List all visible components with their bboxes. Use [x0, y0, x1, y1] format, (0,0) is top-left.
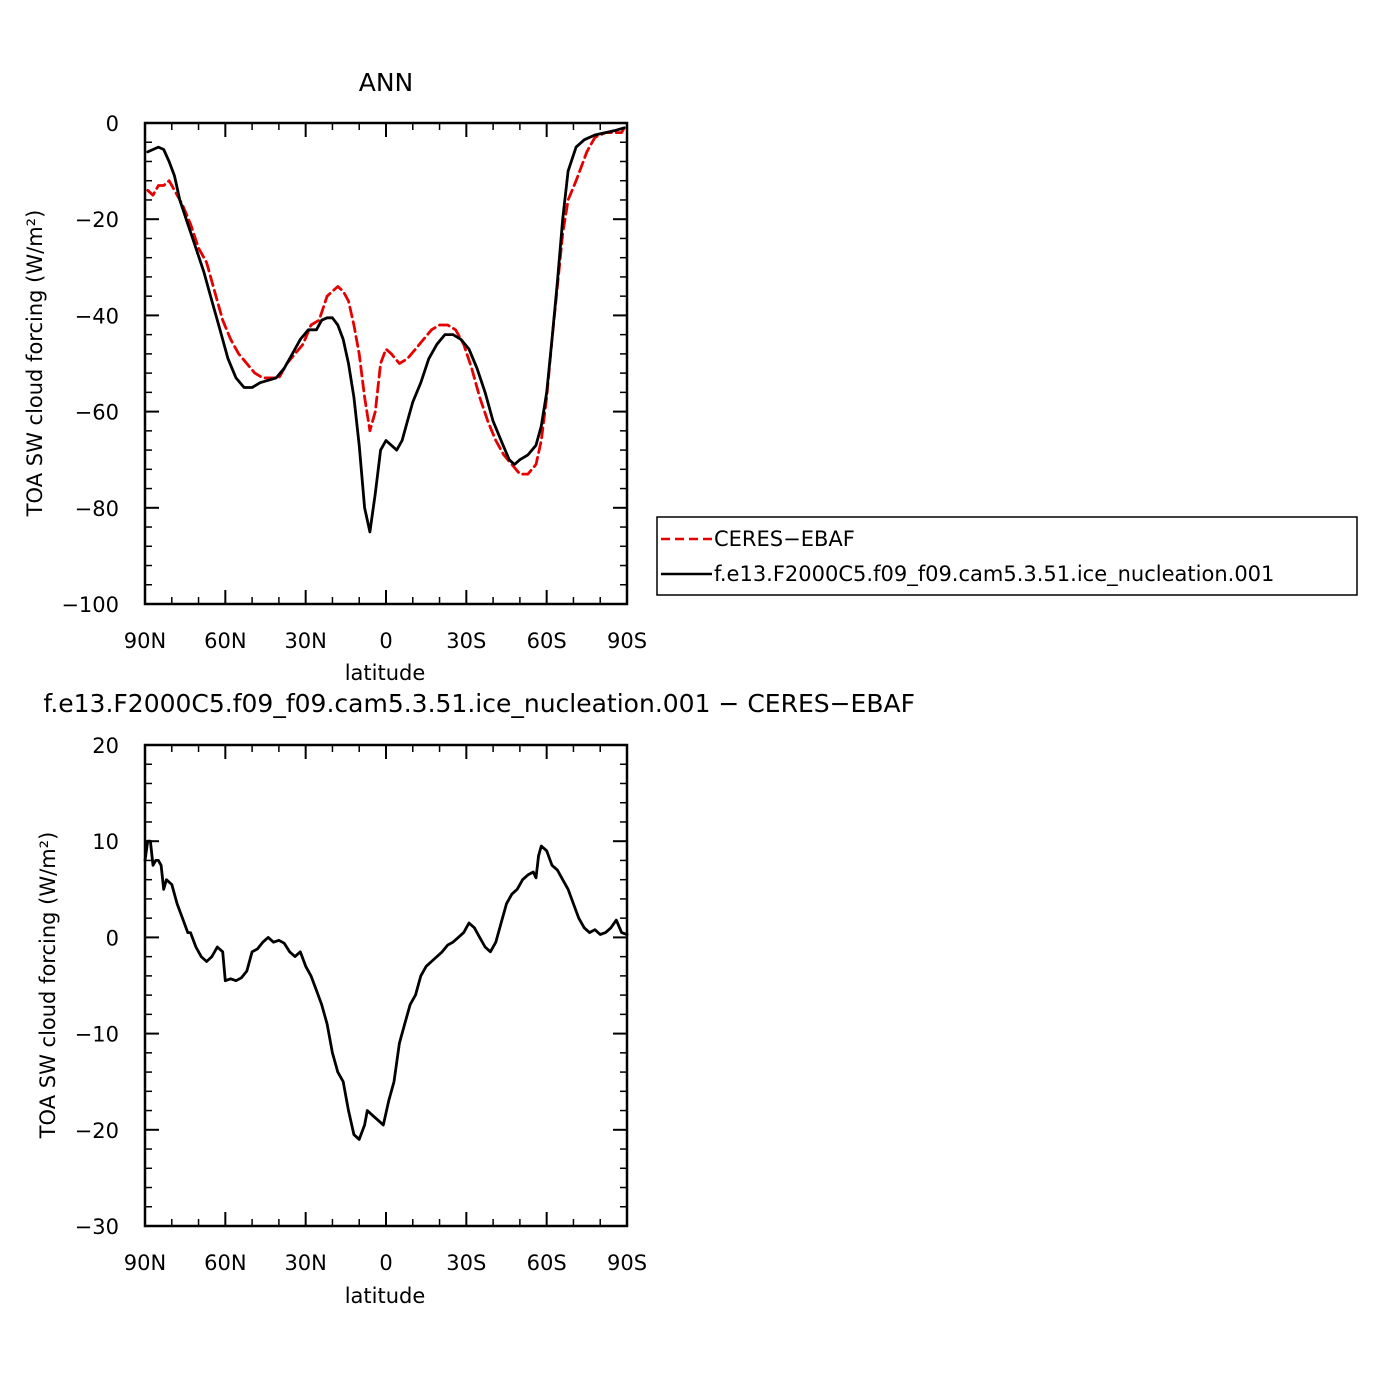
x-tick-label: 0 [379, 1251, 392, 1275]
series-line-0-1 [146, 126, 626, 534]
y-tick-label: 0 [106, 112, 119, 136]
legend-label-model: f.e13.F2000C5.f09_f09.cam5.3.51.ice_nucl… [714, 562, 1274, 587]
x-tick-label: 30S [446, 629, 486, 653]
y-tick-label: −30 [75, 1215, 119, 1239]
x-tick-label: 30N [284, 1251, 326, 1275]
legend: CERES−EBAF f.e13.F2000C5.f09_f09.cam5.3.… [656, 516, 1358, 596]
x-tick-label: 90S [607, 1251, 647, 1275]
bottom-panel-ticks: 90N 60N 30N 0 30S 60S 90S 20 10 0 −10 −20 −30 [75, 734, 647, 1275]
top-panel-series [146, 126, 626, 534]
bottom-panel-ylabel: TOA SW cloud forcing (W/m²) [36, 832, 60, 1140]
x-tick-label: 60N [204, 1251, 246, 1275]
y-tick-label: 20 [92, 734, 119, 758]
top-panel-ticks: 90N 60N 30N 0 30S 60S 90S 0 −20 −40 −60 −80 −100 [61, 112, 647, 653]
bottom-panel-frame [143, 743, 629, 1228]
y-tick-label: 10 [92, 830, 119, 854]
x-tick-label: 60N [204, 629, 246, 653]
bottom-panel-title: f.e13.F2000C5.f09_f09.cam5.3.51.ice_nucl… [43, 689, 915, 718]
x-tick-label: 60S [527, 1251, 567, 1275]
top-panel-ylabel: TOA SW cloud forcing (W/m²) [23, 210, 47, 518]
top-panel-xlabel: latitude [345, 661, 426, 685]
y-tick-label: −80 [75, 497, 119, 521]
y-tick-label: −60 [75, 401, 119, 425]
bottom-panel-xlabel: latitude [345, 1284, 426, 1308]
series-line-1-0 [143, 839, 629, 1141]
y-tick-label: −20 [75, 1119, 119, 1143]
top-panel-title: ANN [359, 68, 414, 97]
x-tick-label: 30N [284, 629, 326, 653]
x-tick-label: 30S [446, 1251, 486, 1275]
y-tick-label: −40 [75, 304, 119, 328]
x-tick-label: 90N [124, 629, 166, 653]
bottom-panel: f.e13.F2000C5.f09_f09.cam5.3.51.ice_nucl… [36, 689, 915, 1308]
top-panel-frame [143, 121, 629, 606]
y-tick-label: −100 [61, 593, 119, 617]
x-tick-label: 90S [607, 629, 647, 653]
x-tick-label: 60S [527, 629, 567, 653]
y-tick-label: −10 [75, 1023, 119, 1047]
y-tick-label: −20 [75, 208, 119, 232]
series-line-0-0 [146, 126, 626, 476]
legend-label-ceres: CERES−EBAF [714, 527, 855, 551]
x-tick-label: 0 [379, 629, 392, 653]
x-tick-label: 90N [124, 1251, 166, 1275]
y-tick-label: 0 [106, 926, 119, 950]
legend-box [656, 516, 1358, 596]
bottom-panel-series [143, 839, 629, 1141]
top-panel: ANN TOA SW cloud forcing (W/m²) latitude… [23, 68, 647, 685]
